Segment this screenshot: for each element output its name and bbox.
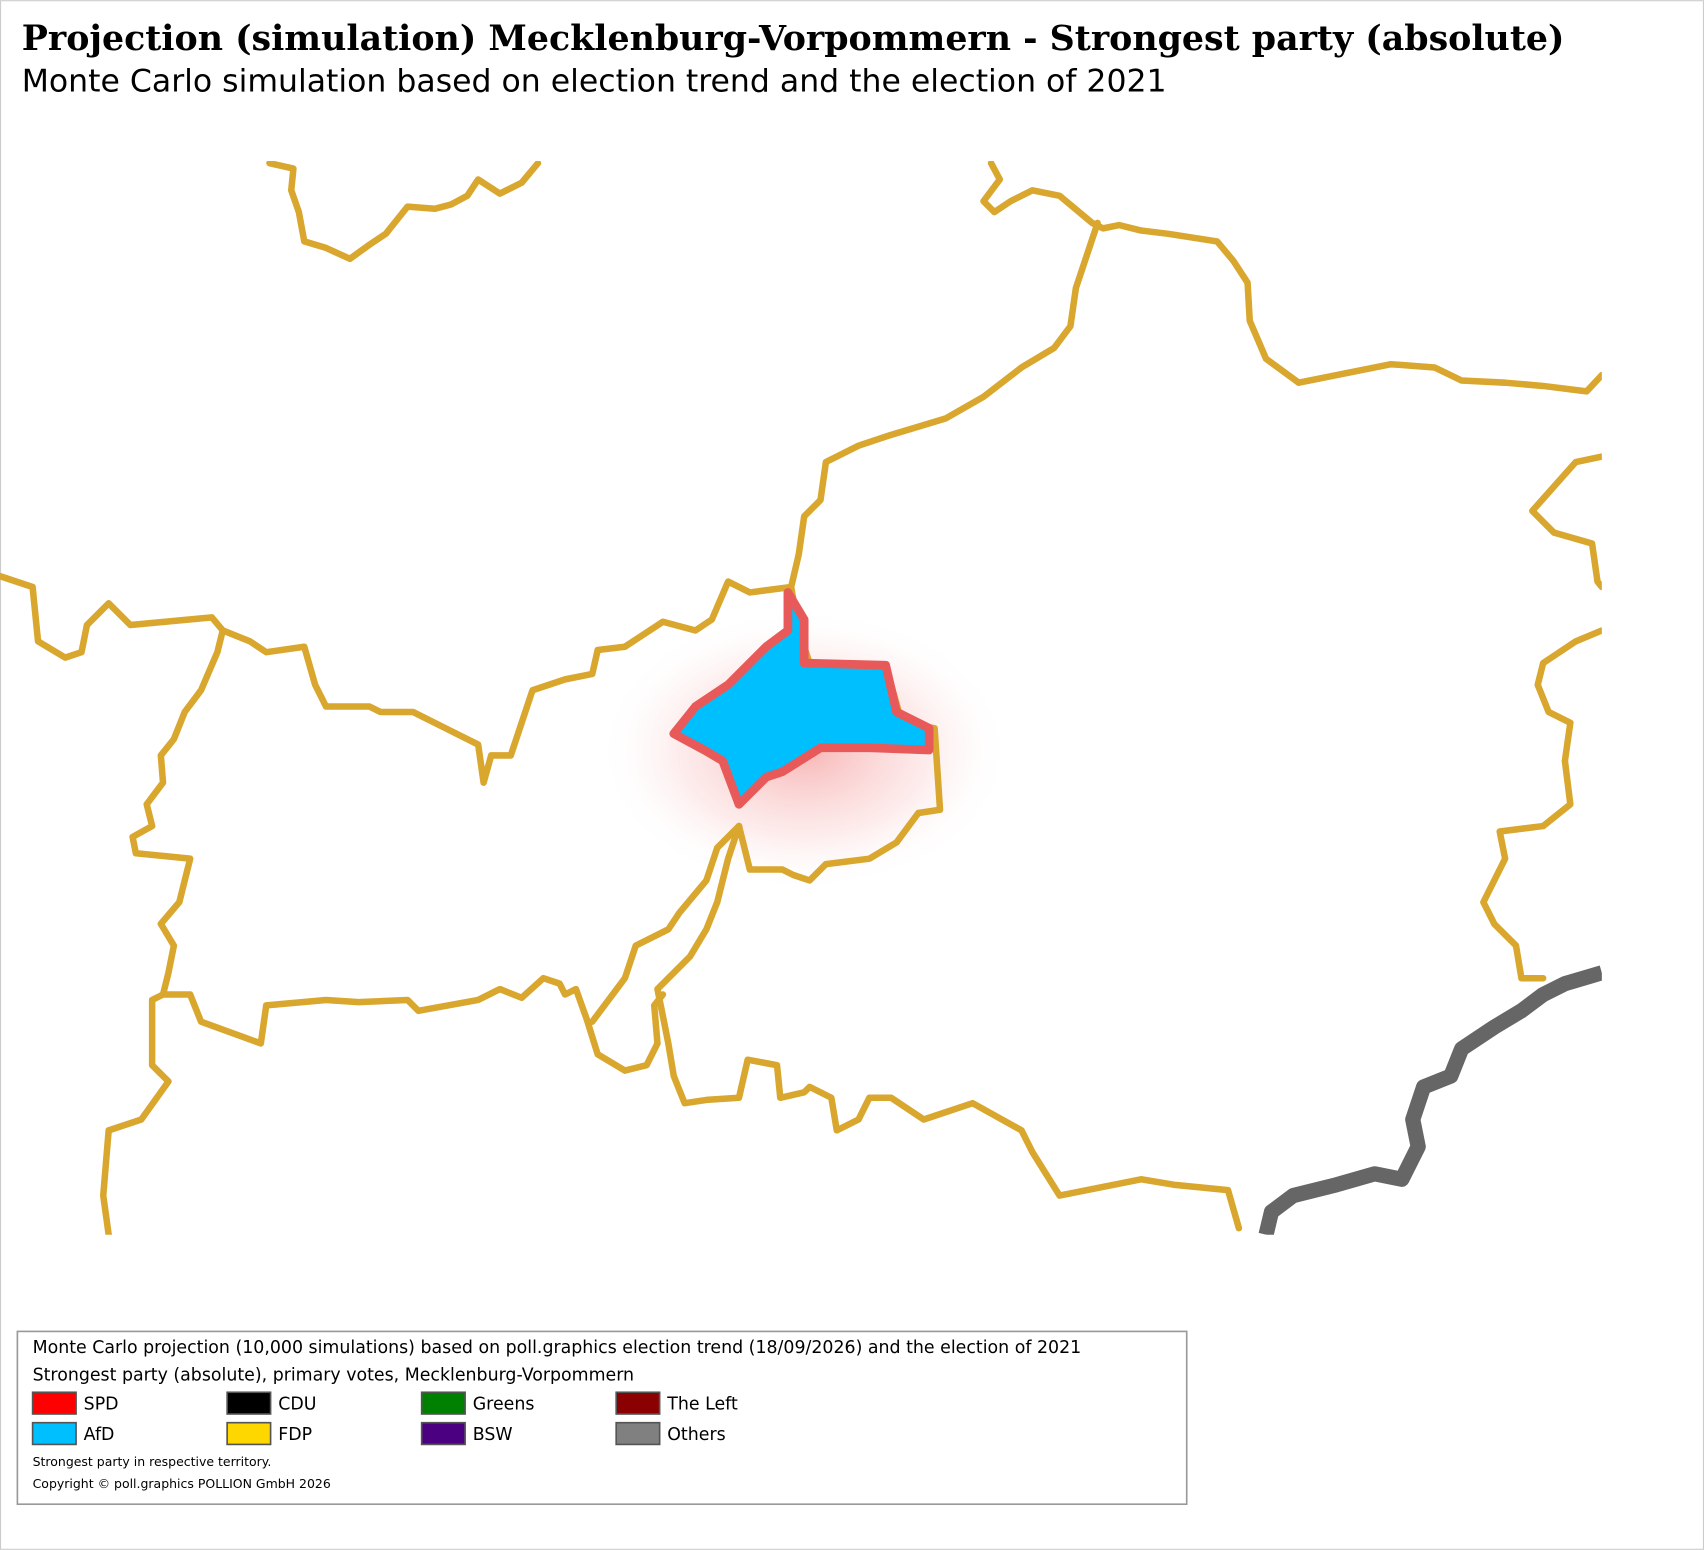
legend-box: [16, 1330, 1188, 1506]
legend-swatch: [226, 1391, 272, 1415]
border: [159, 974, 667, 1074]
legend-swatch: [420, 1421, 466, 1446]
legend-label: BSW: [473, 1425, 513, 1445]
legend-label: Greens: [473, 1395, 535, 1415]
legend-label: FDP: [278, 1425, 312, 1445]
legend-line: Strongest party (absolute), primary vote…: [33, 1365, 634, 1385]
highlighted-district: [669, 588, 934, 809]
border: [1480, 453, 1602, 982]
legend-label: Others: [667, 1425, 725, 1445]
legend-swatch: [615, 1391, 661, 1415]
border: [980, 160, 1602, 395]
legend-swatch: [615, 1421, 661, 1446]
legend-note: Strongest party in respective territory.: [33, 1454, 272, 1469]
state-border: [1258, 965, 1602, 1235]
legend-label: The Left: [666, 1395, 738, 1415]
map: [0, 160, 1602, 1235]
legend-swatch: [31, 1391, 77, 1415]
border: [99, 627, 227, 1235]
legend: Monte Carlo projection (10,000 simulatio…: [16, 1330, 1188, 1506]
legend-swatch: [226, 1421, 272, 1446]
subtitle: Monte Carlo simulation based on election…: [22, 63, 1167, 99]
title: Projection (simulation) Mecklenburg-Vorp…: [22, 18, 1565, 59]
legend-swatch: [420, 1391, 466, 1415]
border: [0, 219, 1101, 786]
border: [266, 160, 542, 263]
legend-swatch: [31, 1421, 77, 1446]
border: [589, 822, 743, 1025]
legend-label: AfD: [84, 1425, 115, 1445]
border: [654, 822, 1243, 1232]
legend-label: CDU: [278, 1395, 316, 1415]
legend-line: Monte Carlo projection (10,000 simulatio…: [33, 1338, 1082, 1358]
legend-note: Copyright © poll.graphics POLLION GmbH 2…: [33, 1476, 331, 1491]
legend-label: SPD: [84, 1395, 119, 1415]
